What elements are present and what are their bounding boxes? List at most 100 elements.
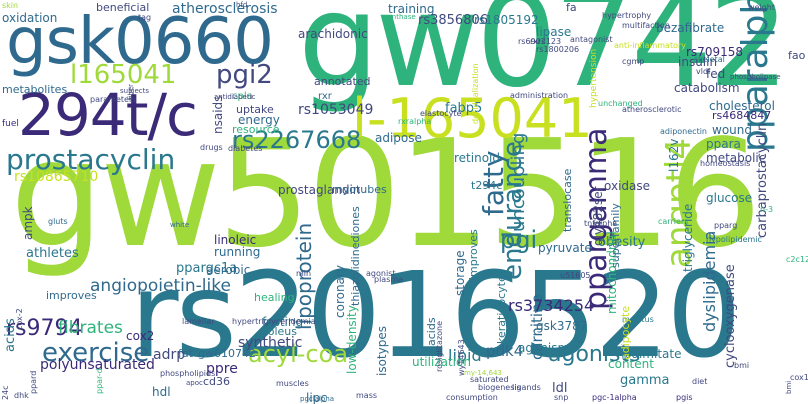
word-fiber: unchanged [598, 99, 643, 108]
word-rs2016520: rs2016520 [130, 246, 742, 384]
word-energy: energy [238, 113, 280, 127]
word-rs709158: rs709158 [686, 45, 743, 59]
word-hypertriglyceridemia: pgis [676, 393, 693, 402]
word-ppara: ppara [706, 137, 741, 151]
word-gw610742: gw610742 [198, 347, 256, 360]
word-exercise: exercise [42, 338, 150, 368]
word-healing: healing [254, 291, 295, 304]
word-prostacyclin: prostacyclin [6, 143, 176, 176]
word-eicosanoids: decidualization [471, 63, 480, 124]
word-adrp: adrp [153, 347, 186, 363]
word-dyslipidemia: dyslipidemia [700, 230, 719, 332]
word-agonism: agonism [518, 341, 570, 355]
word-lipc: improves [46, 289, 97, 302]
word-294t-c: 294t/c [18, 81, 198, 149]
word-pyruvate: pyruvate [538, 241, 592, 255]
word-adipocyte: adipocyte [619, 305, 632, 360]
word-hypertrophy: hfd [236, 1, 248, 9]
word-hdl: hdl [152, 385, 171, 399]
word-tnfalpha: pparg [714, 221, 738, 230]
word-pgi2: pgi2 [216, 60, 273, 90]
word-dehydrogenase: ppar-d [95, 368, 104, 394]
word-fat: fat [178, 347, 193, 360]
word-skin: tag [138, 13, 152, 22]
word-saturated: lamellar [182, 317, 215, 326]
word-lipid: lipid [448, 346, 482, 365]
word-administration: mass [356, 391, 378, 400]
word-ldl: ldl [552, 381, 568, 396]
word-rs3856806: thiazolidinediones [349, 206, 362, 306]
word-pipeline: n-3 [760, 205, 774, 214]
word-gly482ser: gly482ser [591, 186, 605, 246]
word-angiopoietin-like: angiopoietin-like [90, 276, 231, 296]
word-l-165041: l-165041 [352, 87, 593, 150]
word-rs3734254: rs3734254 [508, 296, 595, 315]
word-phospholipids: pgc-1alpha [592, 393, 637, 402]
word-lamellar: phospholipids [160, 369, 216, 378]
word-annotated: annotated [314, 75, 371, 88]
word-cpla: fa [566, 1, 577, 14]
word-cox1: muscles [276, 379, 309, 388]
word-phospholipase: fiber [127, 83, 135, 100]
word-running: running [214, 245, 261, 259]
word-metabolic: metabolic [706, 151, 766, 165]
word-agonists: agonists [548, 342, 641, 367]
word-l162v: l162v [667, 138, 681, 172]
word-tag: weight [748, 3, 775, 12]
word-hypertension: bmi [734, 361, 750, 370]
word-adipose: adipose [375, 131, 422, 145]
word-gamma: gamma [620, 373, 670, 388]
word-elastocyte: antidiabetic [214, 93, 256, 101]
word-rs1053049: rs1053049 [298, 102, 374, 118]
word-synthase: multifaction [622, 21, 670, 30]
word-c2c12: plasma [374, 275, 404, 284]
word-dimensionality: cox-2 [15, 308, 24, 330]
word-my-14-643: apoc [186, 379, 203, 387]
word-myotubes: myotubes [332, 183, 387, 196]
word-oxidation: oxidation [2, 11, 58, 25]
word-superfamily: superfamily [609, 203, 622, 268]
word-retinoid: retinoid [454, 151, 500, 165]
word-vldl: saturated [470, 375, 509, 384]
word-multifaction: skin [2, 1, 19, 10]
word-content: content [608, 357, 654, 371]
word-cd36: cd36 [203, 375, 231, 388]
word-improves: improves [467, 229, 480, 280]
word-ampk: aerobic [206, 263, 251, 277]
word-oxidase: oxidase [604, 179, 651, 193]
word-rs1800206: phospholipase [730, 73, 781, 81]
word-rs2267668: rs2267668 [232, 126, 362, 154]
word-homeostasis: consumption [446, 393, 498, 402]
word-nsaids: nsaids [211, 95, 225, 134]
word-athletes: athletes [26, 246, 79, 261]
word-diet: lipc [306, 391, 327, 404]
word-ligands: utilization [412, 355, 471, 369]
word-white: parameters [90, 95, 137, 104]
word-uncoupling: uncoupling [508, 132, 529, 232]
word-gsk3787: gsk3787 [536, 319, 588, 333]
word-rxralpha: cpla [232, 91, 253, 102]
word-fibrates: fibrates [58, 318, 123, 338]
word-pgis: snp [554, 393, 569, 402]
word-24c: c2c12 [786, 255, 808, 264]
word-l165041: l165041 [70, 60, 177, 90]
word-linoleic: linoleic [214, 233, 257, 247]
word-antiatherogenic: fuel [2, 119, 19, 129]
word-mellitus: u51605 [560, 271, 591, 280]
word-apoc: 24c [1, 385, 10, 400]
word-consumption: min [296, 269, 312, 278]
word-ppargc1a: ppargc1a [176, 261, 238, 276]
word-min: gluts [48, 217, 68, 226]
word-plasma: anti-inflammatory [614, 41, 686, 50]
word-uptake: uptake [236, 103, 274, 116]
word-fabp5: fabp5 [445, 101, 483, 116]
word-hfd: vldl [696, 67, 711, 76]
word-antagonist: hypertrophy [602, 11, 652, 20]
word-wy14643: tnfalpha [584, 219, 618, 228]
word-catabolism: catabolism [674, 81, 740, 95]
word-pdk4: pdk4 [486, 342, 524, 360]
word-low-density: low-density [345, 305, 359, 374]
word-keratinocytes: keratinocytes [495, 269, 508, 344]
word-hypolipidemic: carriers [658, 217, 689, 226]
word-rs10865710: rs10865710 [14, 169, 99, 185]
